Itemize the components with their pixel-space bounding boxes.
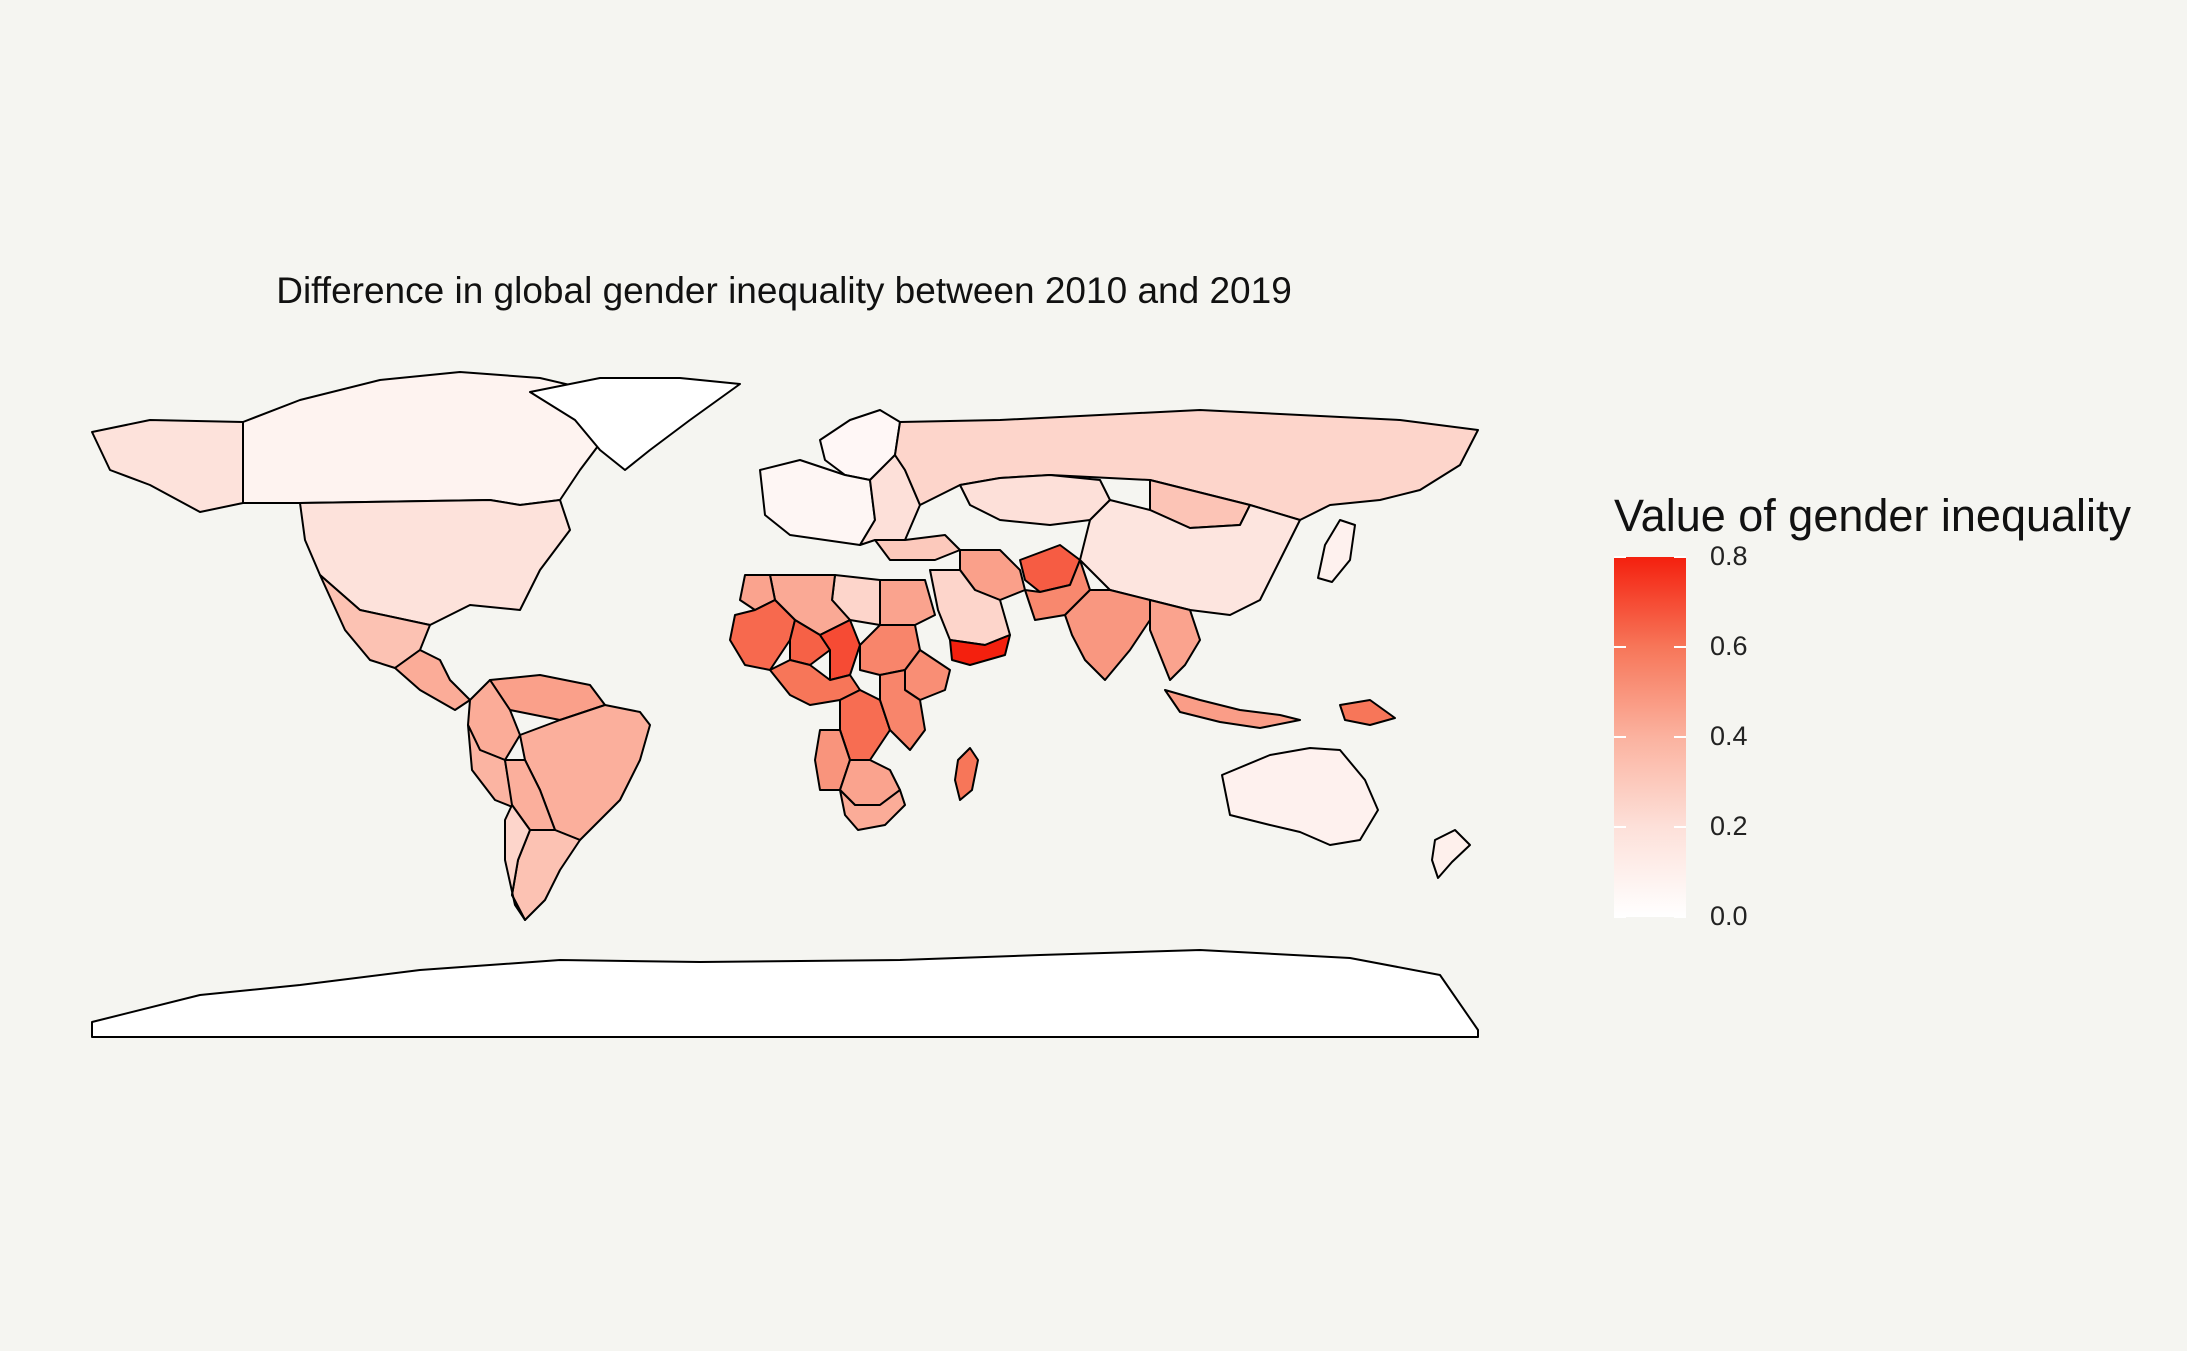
region-egypt <box>879 579 936 626</box>
region-yemen <box>949 634 1011 666</box>
region-central-africa <box>769 659 861 706</box>
map-regions <box>91 371 1479 1038</box>
legend-tick-mark <box>1674 736 1686 738</box>
legend-tick-mark <box>1614 556 1626 558</box>
region-west-africa <box>729 599 796 671</box>
region-australia <box>1221 747 1379 846</box>
region-new-zealand <box>1431 829 1471 879</box>
region-south-africa <box>839 789 906 831</box>
region-papua-new-guinea <box>1339 699 1396 726</box>
legend-tick-label: 0.0 <box>1710 901 1748 931</box>
legend-tick-mark <box>1614 736 1626 738</box>
region-japan <box>1317 519 1356 583</box>
region-indonesia <box>1164 689 1301 729</box>
map-title: Difference in global gender inequality b… <box>276 270 1292 311</box>
legend-title: Value of gender inequality <box>1614 490 2132 541</box>
legend-tick-mark <box>1674 556 1686 558</box>
legend-tick-label: 0.4 <box>1710 721 1748 751</box>
region-kazakhstan <box>959 474 1111 526</box>
region-alaska <box>91 419 244 513</box>
region-antarctica <box>91 949 1479 1038</box>
legend-tick-mark <box>1614 826 1626 828</box>
region-madagascar <box>954 747 979 801</box>
region-east-africa <box>879 669 926 751</box>
legend-tick-mark <box>1674 646 1686 648</box>
region-greenland <box>529 377 741 471</box>
legend-tick-mark <box>1614 916 1626 918</box>
region-chile <box>504 804 531 921</box>
legend-tick-label: 0.8 <box>1710 541 1748 571</box>
legend-tick-label: 0.6 <box>1710 631 1748 661</box>
legend-tick-mark <box>1614 646 1626 648</box>
region-southeast-asia <box>1149 599 1201 681</box>
legend-tick-mark <box>1674 916 1686 918</box>
region-central-america <box>394 649 471 711</box>
legend-tick-label: 0.2 <box>1710 811 1748 841</box>
region-india <box>1064 589 1151 681</box>
legend-tick-mark <box>1674 826 1686 828</box>
